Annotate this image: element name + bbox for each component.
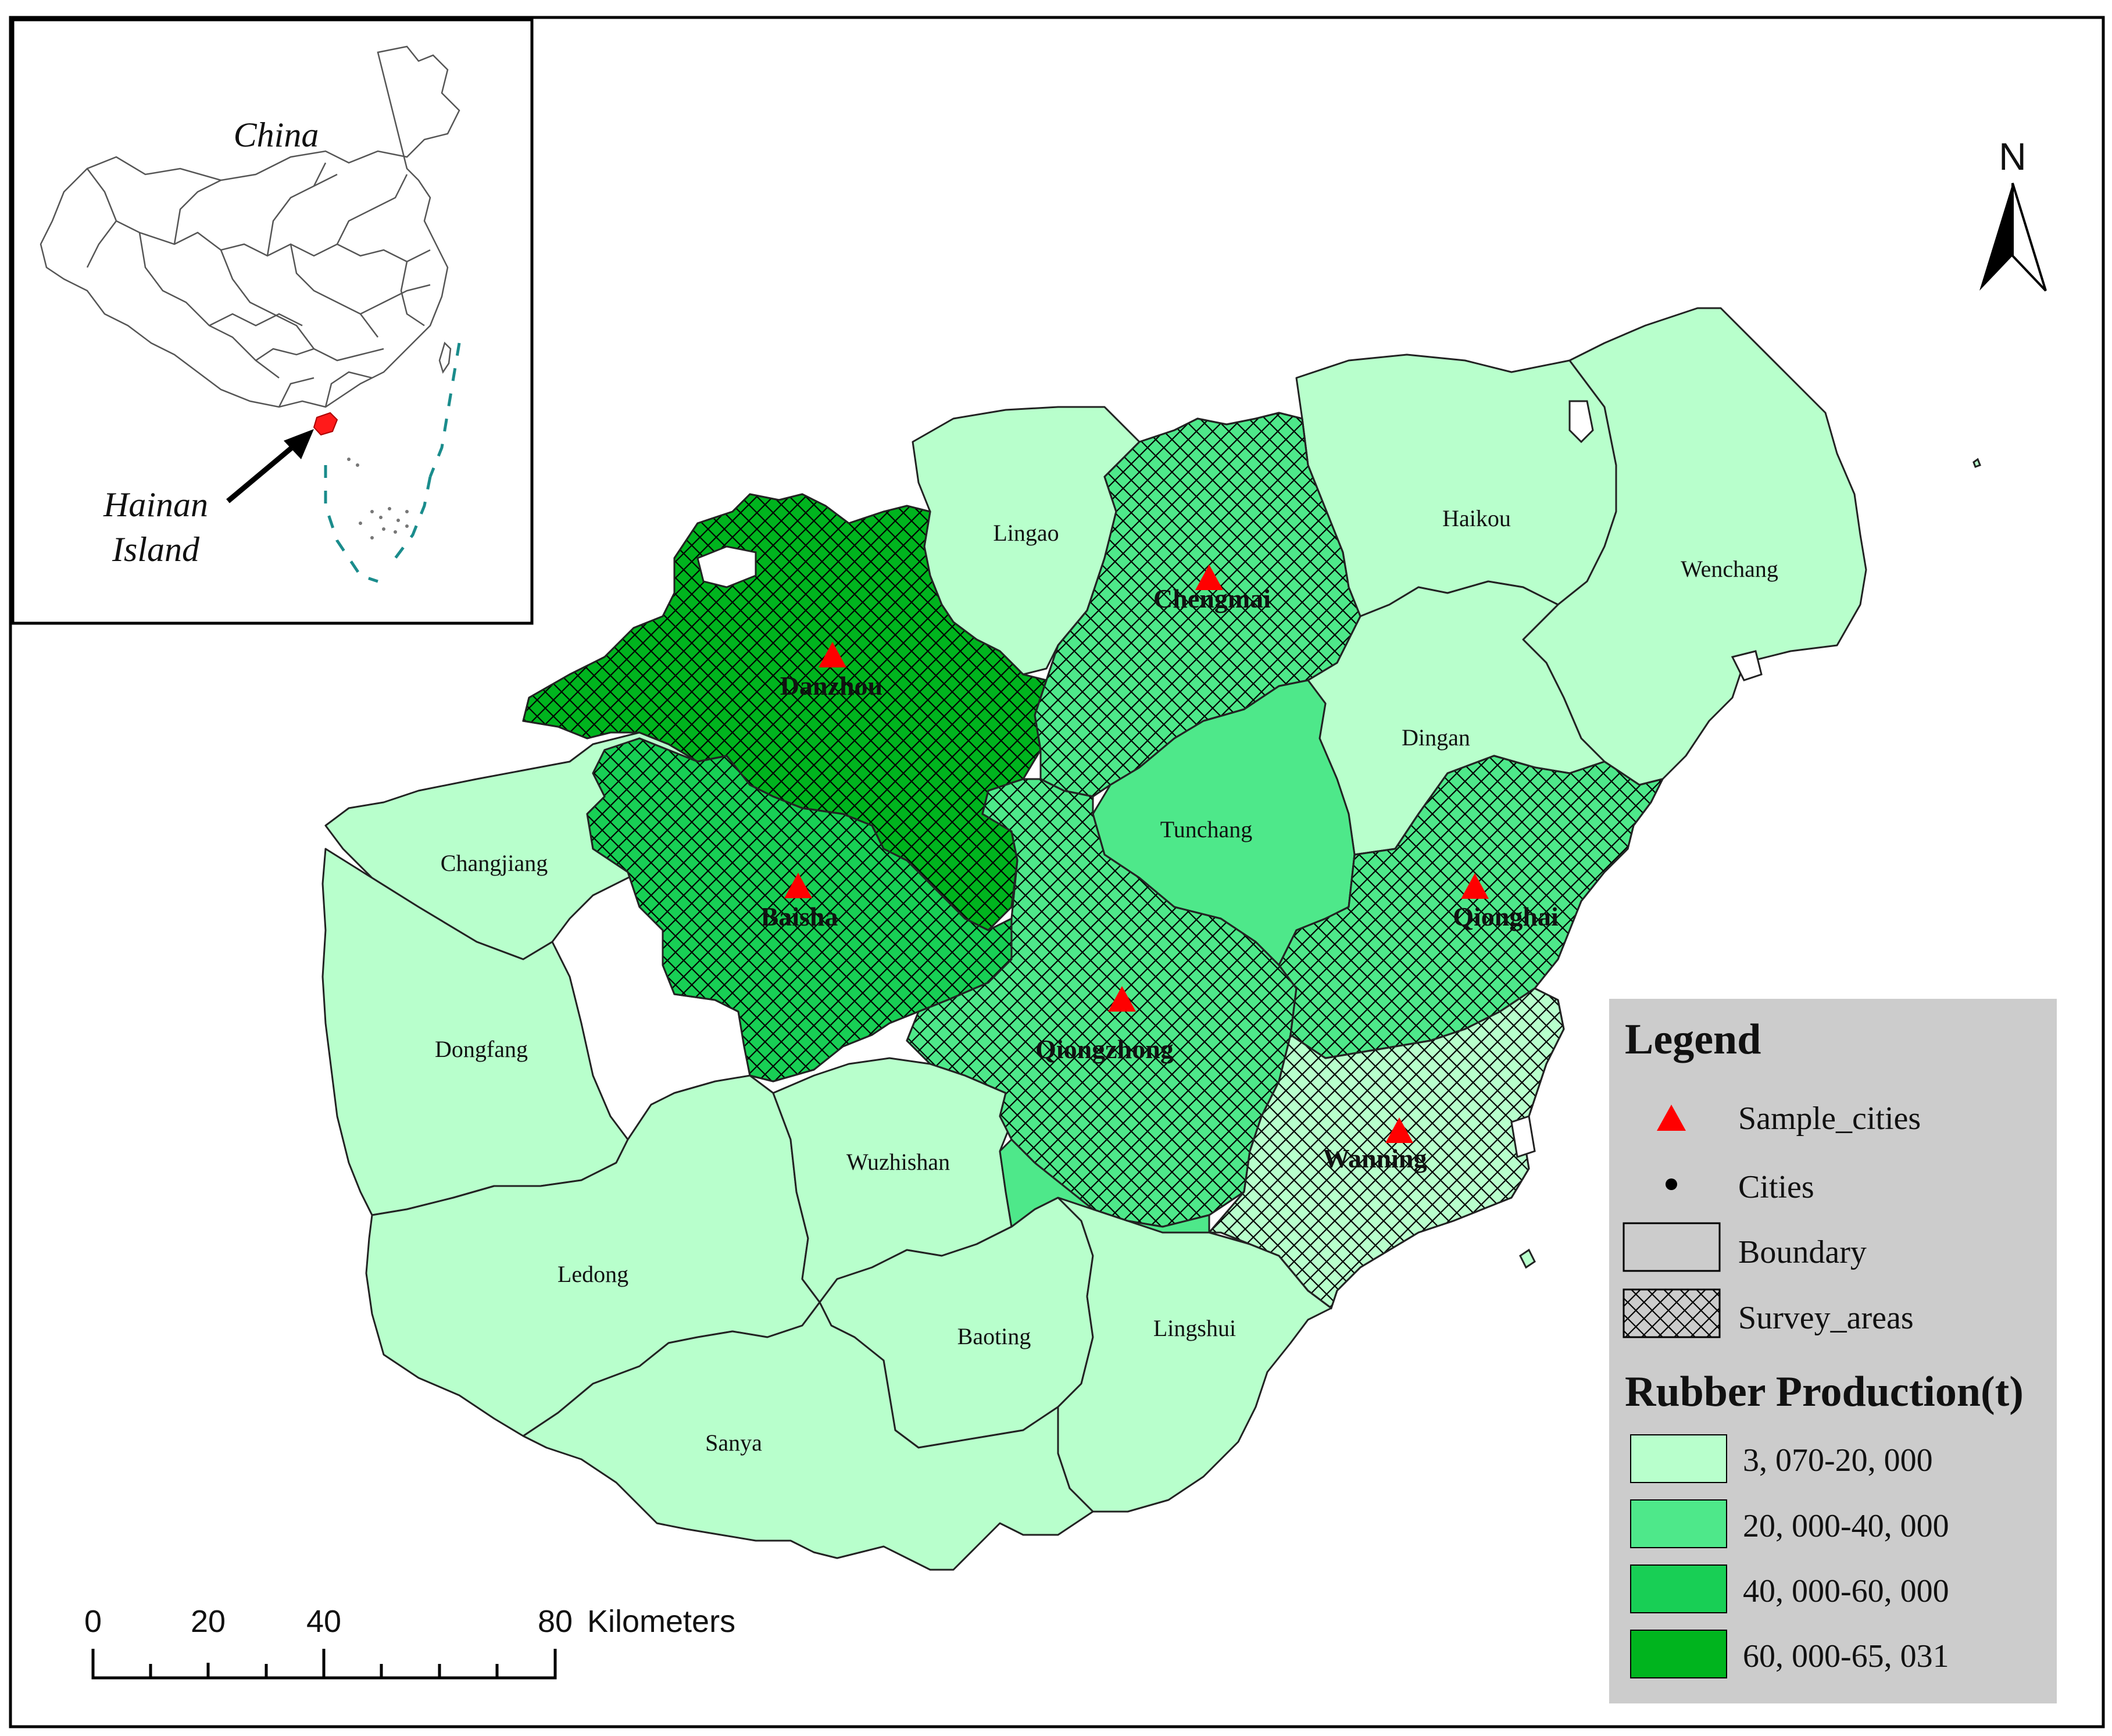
hainan-highlight <box>313 412 338 436</box>
legend-class3-label: 40, 000-60, 000 <box>1743 1573 1949 1609</box>
scale-bar-line <box>91 1649 557 1680</box>
north-arrow-left <box>1979 183 2013 291</box>
legend-class4-label: 60, 000-65, 031 <box>1743 1638 1949 1674</box>
inset-frame <box>11 18 534 625</box>
legend-cities-label: Cities <box>1738 1169 1814 1205</box>
sample-marker-chengmai <box>1195 565 1223 590</box>
survey-hatch-qiongzhong <box>906 778 1298 1228</box>
inset-hainan-label-line1: Hainan <box>103 485 208 524</box>
scale-tick-40: 40 <box>306 1604 341 1639</box>
label-changjiang: Changjiang <box>441 850 548 876</box>
legend-sample-label: Sample_cities <box>1738 1101 1921 1137</box>
legend-class3-swatch <box>1630 1564 1727 1613</box>
label-qionghai: Qionghai <box>1453 902 1559 931</box>
legend-boundary-label: Boundary <box>1738 1234 1867 1270</box>
label-wuzhishan: Wuzhishan <box>846 1149 950 1175</box>
legend-class2-label: 20, 000-40, 000 <box>1743 1508 1949 1544</box>
label-lingao: Lingao <box>993 520 1059 546</box>
inset-arrow-head <box>284 429 314 459</box>
legend-class1-swatch <box>1630 1434 1727 1483</box>
sample-marker-qionghai <box>1461 873 1489 899</box>
label-baoting: Baoting <box>957 1323 1031 1349</box>
sample-marker-wanning <box>1385 1117 1413 1143</box>
label-baisha: Baisha <box>761 902 838 931</box>
label-sanya: Sanya <box>705 1430 762 1456</box>
sample-marker-baisha <box>784 873 812 898</box>
hainan-map: Lingao Haikou Wenchang Dingan Tunchang Changj… <box>321 307 1981 1571</box>
north-arrow-label: N <box>1999 135 2027 178</box>
legend-production-title: Rubber Production(t) <box>1625 1368 2024 1416</box>
legend: Legend Sample_cities Cities Boundary Sur… <box>1609 999 2057 1703</box>
legend-boundary-symbol <box>1623 1222 1721 1272</box>
county-labels: Lingao Haikou Wenchang Dingan Tunchang Changj… <box>435 505 1778 1456</box>
scale-bar: 0 20 40 80 Kilometers <box>84 1604 735 1680</box>
region-lingshui[interactable] <box>1057 1196 1332 1513</box>
label-ledong: Ledong <box>558 1261 628 1287</box>
survey-hatch-layer <box>522 412 1664 1310</box>
inset-china-label: China <box>234 116 319 154</box>
scale-tick-0: 0 <box>84 1604 102 1639</box>
legend-class1-label: 3, 070-20, 000 <box>1743 1442 1933 1478</box>
region-wenchang[interactable] <box>1522 307 1867 786</box>
north-arrow-right <box>2011 183 2047 292</box>
legend-sample-symbol <box>1657 1105 1686 1131</box>
region-sanya[interactable] <box>522 1301 1094 1571</box>
label-wenchang: Wenchang <box>1681 556 1778 582</box>
sample-marker-danzhou <box>819 642 846 667</box>
scale-tick-80: 80 <box>538 1604 573 1639</box>
legend-class4-swatch <box>1630 1630 1727 1678</box>
legend-title: Legend <box>1625 1016 1761 1063</box>
label-danzhou: Danzhou <box>780 671 882 701</box>
survey-hatch-chengmai <box>1034 412 1361 798</box>
sample-marker-qiongzhong <box>1108 986 1136 1012</box>
south-sea-islands <box>347 458 409 540</box>
inset-map: China Hainan Island <box>11 18 534 625</box>
coastal-islands <box>696 400 1981 1269</box>
label-wanning: Wanning <box>1323 1144 1427 1173</box>
map-frame <box>9 16 2105 1728</box>
label-qiongzhong: Qiongzhong <box>1035 1034 1174 1064</box>
scale-unit: Kilometers <box>587 1604 735 1639</box>
legend-class2-swatch <box>1630 1499 1727 1548</box>
china-outline <box>40 45 460 408</box>
label-dingan: Dingan <box>1402 724 1470 751</box>
scale-tick-20: 20 <box>191 1604 226 1639</box>
inset-arrow <box>226 437 304 503</box>
legend-survey-label: Survey_areas <box>1738 1300 1914 1336</box>
legend-city-symbol <box>1666 1178 1677 1190</box>
sample-city-markers <box>784 565 1489 1143</box>
survey-hatch-wanning <box>1207 987 1565 1310</box>
legend-survey-symbol <box>1623 1288 1721 1338</box>
inset-hainan-label-line2: Island <box>112 530 200 569</box>
label-haikou: Haikou <box>1442 505 1511 531</box>
label-dongfang: Dongfang <box>435 1036 528 1062</box>
label-lingshui: Lingshui <box>1153 1315 1236 1341</box>
label-tunchang: Tunchang <box>1160 816 1253 842</box>
sea-dashed-boundary <box>324 342 461 583</box>
north-arrow: N <box>1979 135 2047 292</box>
taiwan-outline <box>438 341 452 374</box>
